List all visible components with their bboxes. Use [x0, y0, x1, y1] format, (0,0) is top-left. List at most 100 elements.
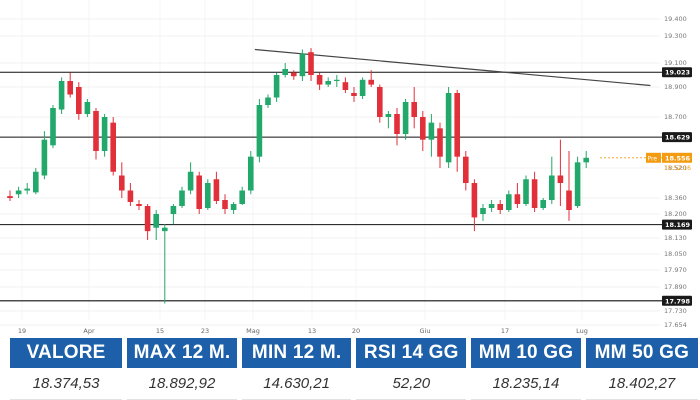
candle-body-38	[334, 79, 340, 81]
x-tick-label: Giu	[420, 327, 431, 335]
price-tag-label: 18.556	[665, 154, 691, 162]
candle-body-7	[67, 81, 73, 95]
candle-body-22	[196, 175, 202, 209]
y-tick-label: 17.970	[664, 266, 687, 274]
level-tag-label: 18.629	[665, 134, 691, 142]
y-tick-label: 18.200	[664, 210, 687, 218]
trendline	[254, 48, 651, 87]
y-tick-label: 17.890	[664, 283, 687, 291]
candle-body-63	[549, 175, 555, 200]
candle-body-20	[179, 190, 185, 206]
x-tick-label: Mag	[246, 327, 260, 335]
level-tag-bg-2	[662, 219, 692, 230]
candle-body-59	[514, 194, 521, 204]
candle-body-18	[162, 227, 168, 232]
y-tick-label: 17.730	[664, 307, 687, 315]
value-min-12m: 14.630,21	[239, 368, 357, 400]
candles	[7, 48, 589, 304]
y-tick-label: 18.050	[664, 250, 687, 258]
x-axis: 19 Apr 15 23 Mag 13 20 Giu 17 Lug	[18, 327, 588, 335]
candle-body-65	[566, 190, 572, 210]
y-tick-label: 18.520	[664, 164, 687, 172]
candle-body-41	[359, 79, 366, 96]
candle-body-45	[394, 114, 400, 134]
y-tick-label: 19.400	[664, 15, 687, 23]
candle-body-44	[385, 114, 392, 117]
candle-body-56	[488, 204, 495, 208]
header-valore: VALORE	[10, 338, 128, 369]
level-tag-label: 17.798	[665, 297, 691, 305]
y-tick-label: 18.700	[664, 113, 687, 121]
level-tag-bg-3	[662, 295, 692, 306]
candle-body-17	[153, 214, 159, 228]
candle-body-2	[24, 188, 30, 191]
candle-body-39	[342, 82, 349, 90]
header-mm-50gg: MM 50 GG	[583, 338, 698, 369]
candle-body-0	[7, 196, 13, 198]
candle-body-13	[119, 175, 125, 191]
price-tag: Pre 18.556 15:52:16	[600, 152, 692, 172]
stats-table: VALORE MAX 12 M. MIN 12 M. RSI 14 GG MM …	[10, 338, 698, 400]
x-tick-label: 13	[308, 327, 316, 335]
grid	[0, 0, 660, 326]
level-tag-bg-1	[662, 132, 692, 143]
y-tick-label: 19.100	[664, 59, 687, 67]
support-resistance-levels	[0, 71, 662, 302]
candle-body-53	[463, 156, 469, 183]
level-tags: 19.023 18.629 18.169 17.798	[662, 67, 692, 306]
candle-body-28	[248, 156, 254, 191]
stats-value-row: 18.374,53 18.892,92 14.630,21 52,20 18.2…	[10, 368, 698, 400]
candle-body-52	[454, 93, 460, 157]
candle-body-36	[316, 75, 323, 85]
value-rsi-14gg: 52,20	[353, 368, 472, 400]
candle-body-3	[33, 171, 39, 193]
candle-body-23	[205, 183, 211, 208]
candle-body-58	[506, 194, 512, 210]
candle-body-51	[445, 93, 452, 163]
y-tick-label: 18.130	[664, 234, 687, 242]
y-tick-label: 17.654	[664, 321, 687, 329]
header-mm-10gg: MM 10 GG	[468, 338, 586, 369]
candle-body-34	[299, 53, 306, 77]
stats-header-row: VALORE MAX 12 M. MIN 12 M. RSI 14 GG MM …	[10, 338, 698, 369]
candle-body-27	[239, 190, 245, 204]
candle-body-54	[471, 183, 478, 218]
value-mm-10gg: 18.235,14	[468, 368, 586, 400]
x-tick-label: 23	[201, 327, 209, 335]
candle-body-47	[411, 102, 417, 117]
candle-body-21	[187, 171, 194, 191]
candle-body-48	[420, 117, 426, 140]
candle-body-19	[170, 206, 177, 214]
candle-body-14	[127, 190, 134, 202]
candle-body-64	[557, 175, 564, 183]
candle-body-5	[50, 108, 56, 146]
candle-body-49	[428, 122, 435, 140]
x-tick-label: 19	[18, 327, 26, 335]
candle-body-11	[101, 117, 108, 151]
candle-body-35	[308, 52, 314, 75]
candle-body-31	[273, 75, 280, 98]
candle-body-29	[256, 105, 263, 157]
candle-body-46	[402, 102, 409, 134]
candle-body-42	[368, 79, 374, 85]
candle-body-16	[144, 206, 151, 232]
candle-body-9	[84, 102, 91, 114]
candle-body-8	[76, 87, 82, 114]
price-tag-bg	[662, 152, 692, 163]
x-tick-label: Apr	[83, 327, 95, 335]
candle-body-26	[230, 204, 237, 210]
candle-body-66	[574, 162, 581, 206]
value-valore: 18.374,53	[10, 368, 128, 400]
y-tick-label: 19.300	[664, 32, 687, 40]
candle-body-62	[540, 200, 546, 208]
candle-body-24	[213, 179, 220, 201]
candle-body-57	[497, 204, 503, 210]
candle-body-6	[58, 81, 65, 110]
candle-body-43	[377, 87, 383, 117]
candle-body-25	[222, 200, 228, 209]
candle-body-67	[583, 157, 589, 163]
level-tag-bg-0	[662, 67, 692, 78]
header-rsi-14gg: RSI 14 GG	[353, 338, 472, 369]
price-tag-countdown: 15:52:16	[664, 165, 691, 172]
trendline-layer	[254, 48, 651, 87]
